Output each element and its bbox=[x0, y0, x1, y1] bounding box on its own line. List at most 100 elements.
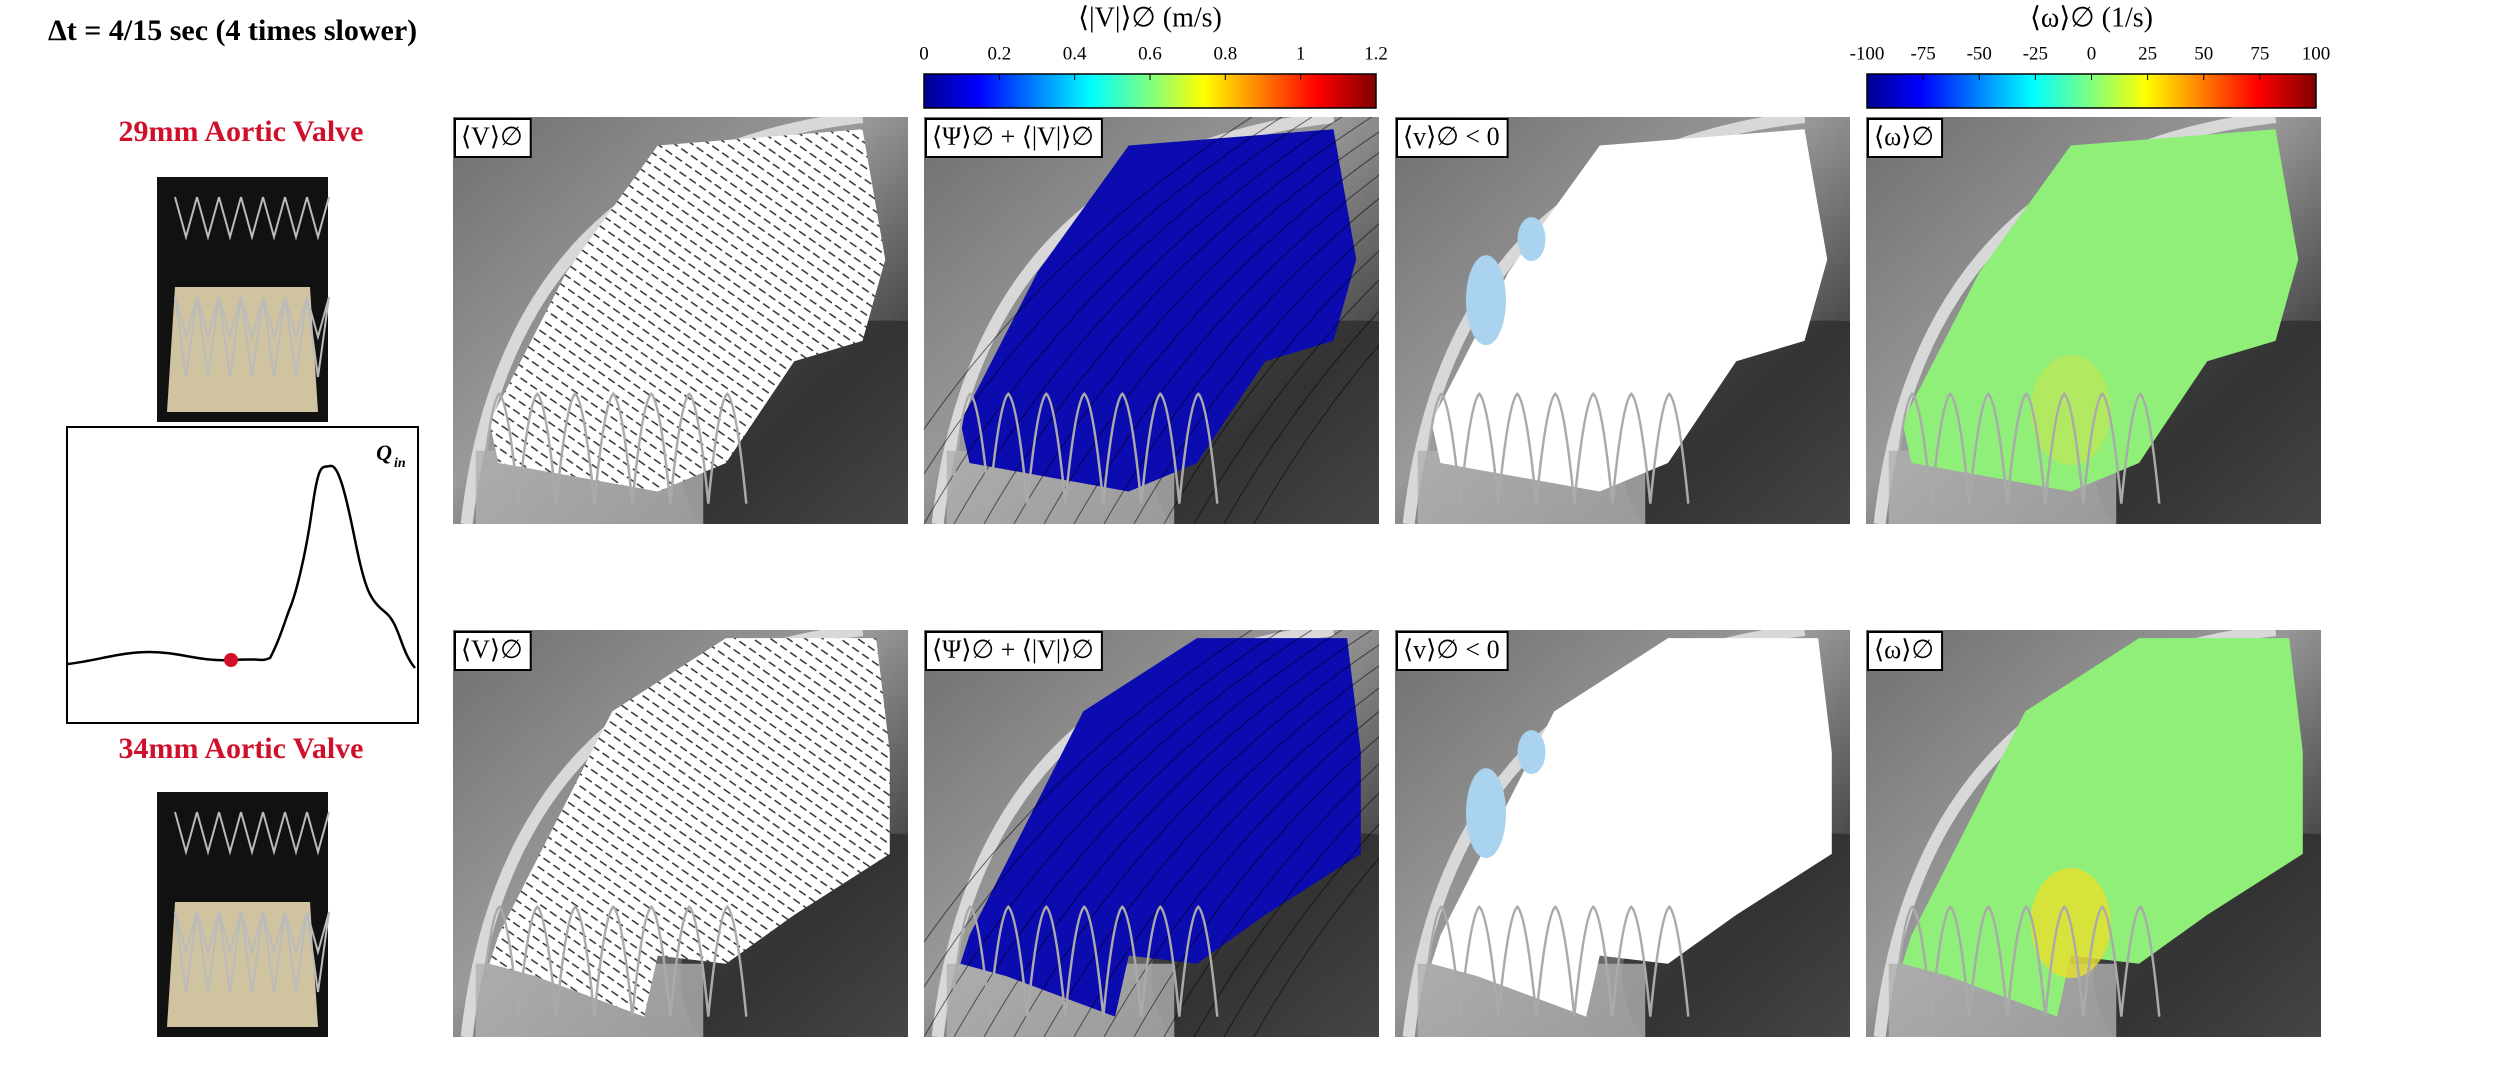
vessel-wall bbox=[1873, 117, 2277, 524]
colorbar-title: ⟨ω⟩∅ (1/s) bbox=[2030, 2, 2153, 33]
valve-frame bbox=[174, 811, 330, 993]
panel-label-text: ⟨v⟩∅ < 0 bbox=[1403, 635, 1500, 664]
panel-label-text: ⟨ω⟩∅ bbox=[1874, 122, 1934, 151]
valve-label: 29mm Aortic Valve bbox=[119, 115, 364, 148]
panel-label: ⟨V⟩∅ bbox=[454, 118, 532, 158]
plot-frame bbox=[66, 426, 419, 724]
streamline bbox=[1253, 344, 1379, 524]
streamline bbox=[1133, 223, 1379, 524]
streamline bbox=[924, 630, 1313, 1037]
valve-frame bbox=[174, 196, 330, 378]
streamline bbox=[924, 117, 1283, 476]
colorbar-tick-label: 100 bbox=[2302, 43, 2331, 64]
panel-label: ⟨v⟩∅ < 0 bbox=[1396, 631, 1509, 671]
flow-plot: Q in bbox=[66, 426, 419, 724]
streamline bbox=[1163, 763, 1379, 1037]
streamline bbox=[924, 117, 1313, 524]
colorbar-tick-label: 75 bbox=[2250, 43, 2269, 64]
streamline bbox=[1073, 687, 1379, 1037]
panel: ⟨V⟩∅ bbox=[453, 117, 908, 524]
colorbar-tick-label: -50 bbox=[1967, 43, 1992, 64]
streamline bbox=[1043, 665, 1379, 1037]
panel-label: ⟨Ψ⟩∅ + ⟨|V|⟩∅ bbox=[925, 631, 1103, 671]
panel-content bbox=[1395, 630, 1850, 1037]
streamline bbox=[924, 630, 1283, 989]
stent bbox=[479, 905, 748, 1017]
panel-content bbox=[1866, 630, 2321, 1037]
valve-photo bbox=[157, 792, 330, 1037]
flow-label-subscript: in bbox=[394, 456, 406, 471]
panel: ⟨v⟩∅ < 0 bbox=[1395, 630, 1850, 1037]
panel-content bbox=[1866, 117, 2321, 524]
stent bbox=[479, 392, 748, 504]
colorbar-tick-label: 0.2 bbox=[987, 43, 1011, 64]
streamline bbox=[1193, 279, 1379, 524]
data-region bbox=[489, 129, 886, 492]
negative-region bbox=[1466, 255, 1506, 346]
streamline bbox=[1103, 197, 1379, 524]
colorbar-tick-label: 0 bbox=[919, 43, 929, 64]
streamline bbox=[1073, 174, 1379, 524]
stent bbox=[1892, 392, 2161, 504]
valve-skirt bbox=[167, 287, 318, 412]
colorbar-tick-label: -75 bbox=[1910, 43, 1935, 64]
panel-content bbox=[924, 117, 1379, 524]
negative-region bbox=[1466, 768, 1506, 859]
streamline bbox=[1163, 250, 1379, 524]
panel-content bbox=[1395, 117, 1850, 524]
colorbar: ⟨ω⟩∅ (1/s) -100 -75 -50 -25 0 25 50 75 100 bbox=[1850, 2, 2331, 109]
data-region bbox=[1431, 638, 1832, 1017]
stent bbox=[1421, 392, 1690, 504]
streamline bbox=[1133, 736, 1379, 1037]
colorbar-tick-label: -100 bbox=[1850, 43, 1885, 64]
panel-label-text: ⟨V⟩∅ bbox=[461, 122, 523, 151]
panel-content bbox=[924, 630, 1379, 1037]
negative-region bbox=[1517, 730, 1546, 775]
valve-photo bbox=[157, 177, 330, 422]
colorbar-title: ⟨|V|⟩∅ (m/s) bbox=[1078, 2, 1222, 33]
panel-label-text: ⟨Ψ⟩∅ + ⟨|V|⟩∅ bbox=[932, 635, 1094, 664]
panel-label: ⟨Ψ⟩∅ + ⟨|V|⟩∅ bbox=[925, 118, 1103, 158]
panel-label-text: ⟨v⟩∅ < 0 bbox=[1403, 122, 1500, 151]
negative-region bbox=[1517, 217, 1546, 262]
colorbar-tick-label: 25 bbox=[2138, 43, 2157, 64]
panel: ⟨V⟩∅ bbox=[453, 630, 908, 1037]
panel: ⟨v⟩∅ < 0 bbox=[1395, 117, 1850, 524]
colorbar-tick-label: 0.6 bbox=[1138, 43, 1162, 64]
title: Δt = 4/15 sec (4 times slower) bbox=[48, 14, 417, 47]
panel-content bbox=[453, 630, 908, 1037]
panel-label-box bbox=[1396, 631, 1509, 671]
colorbar-tick-label: 0.8 bbox=[1213, 43, 1237, 64]
streamline bbox=[953, 630, 1343, 1037]
panel-label-text: ⟨ω⟩∅ bbox=[1874, 635, 1934, 664]
data-region bbox=[960, 129, 1357, 492]
colorbar: ⟨|V|⟩∅ (m/s) 0 0.2 0.4 0.6 0.8 1 1.2 bbox=[919, 2, 1388, 109]
stent bbox=[1421, 905, 1690, 1017]
panel-label: ⟨ω⟩∅ bbox=[1867, 118, 1944, 158]
panel-label-box bbox=[925, 631, 1103, 671]
vessel-wall bbox=[460, 117, 864, 524]
panel-content bbox=[453, 117, 908, 524]
valve-skirt bbox=[167, 902, 318, 1027]
panel: ⟨ω⟩∅ bbox=[1866, 630, 2321, 1037]
streamline bbox=[1103, 710, 1379, 1037]
data-region bbox=[1902, 129, 2299, 492]
stent bbox=[950, 392, 1219, 504]
colorbar-tick-label: 1.2 bbox=[1364, 43, 1388, 64]
panel-label-box bbox=[1396, 118, 1509, 158]
streamline bbox=[1253, 857, 1379, 1037]
data-region bbox=[1431, 129, 1828, 492]
streamline bbox=[1193, 792, 1379, 1037]
streamline bbox=[983, 630, 1373, 1037]
valve-label: 34mm Aortic Valve bbox=[119, 732, 364, 765]
data-region bbox=[1902, 638, 2303, 1017]
streamline bbox=[1043, 152, 1379, 524]
panel-label: ⟨v⟩∅ < 0 bbox=[1396, 118, 1509, 158]
data-region bbox=[960, 638, 1361, 1017]
colorbar-tick-label: 0 bbox=[2087, 43, 2097, 64]
panel-label: ⟨ω⟩∅ bbox=[1867, 631, 1944, 671]
stent bbox=[950, 905, 1219, 1017]
colorbar-tick-label: 50 bbox=[2194, 43, 2213, 64]
panel-label-box bbox=[454, 118, 532, 158]
